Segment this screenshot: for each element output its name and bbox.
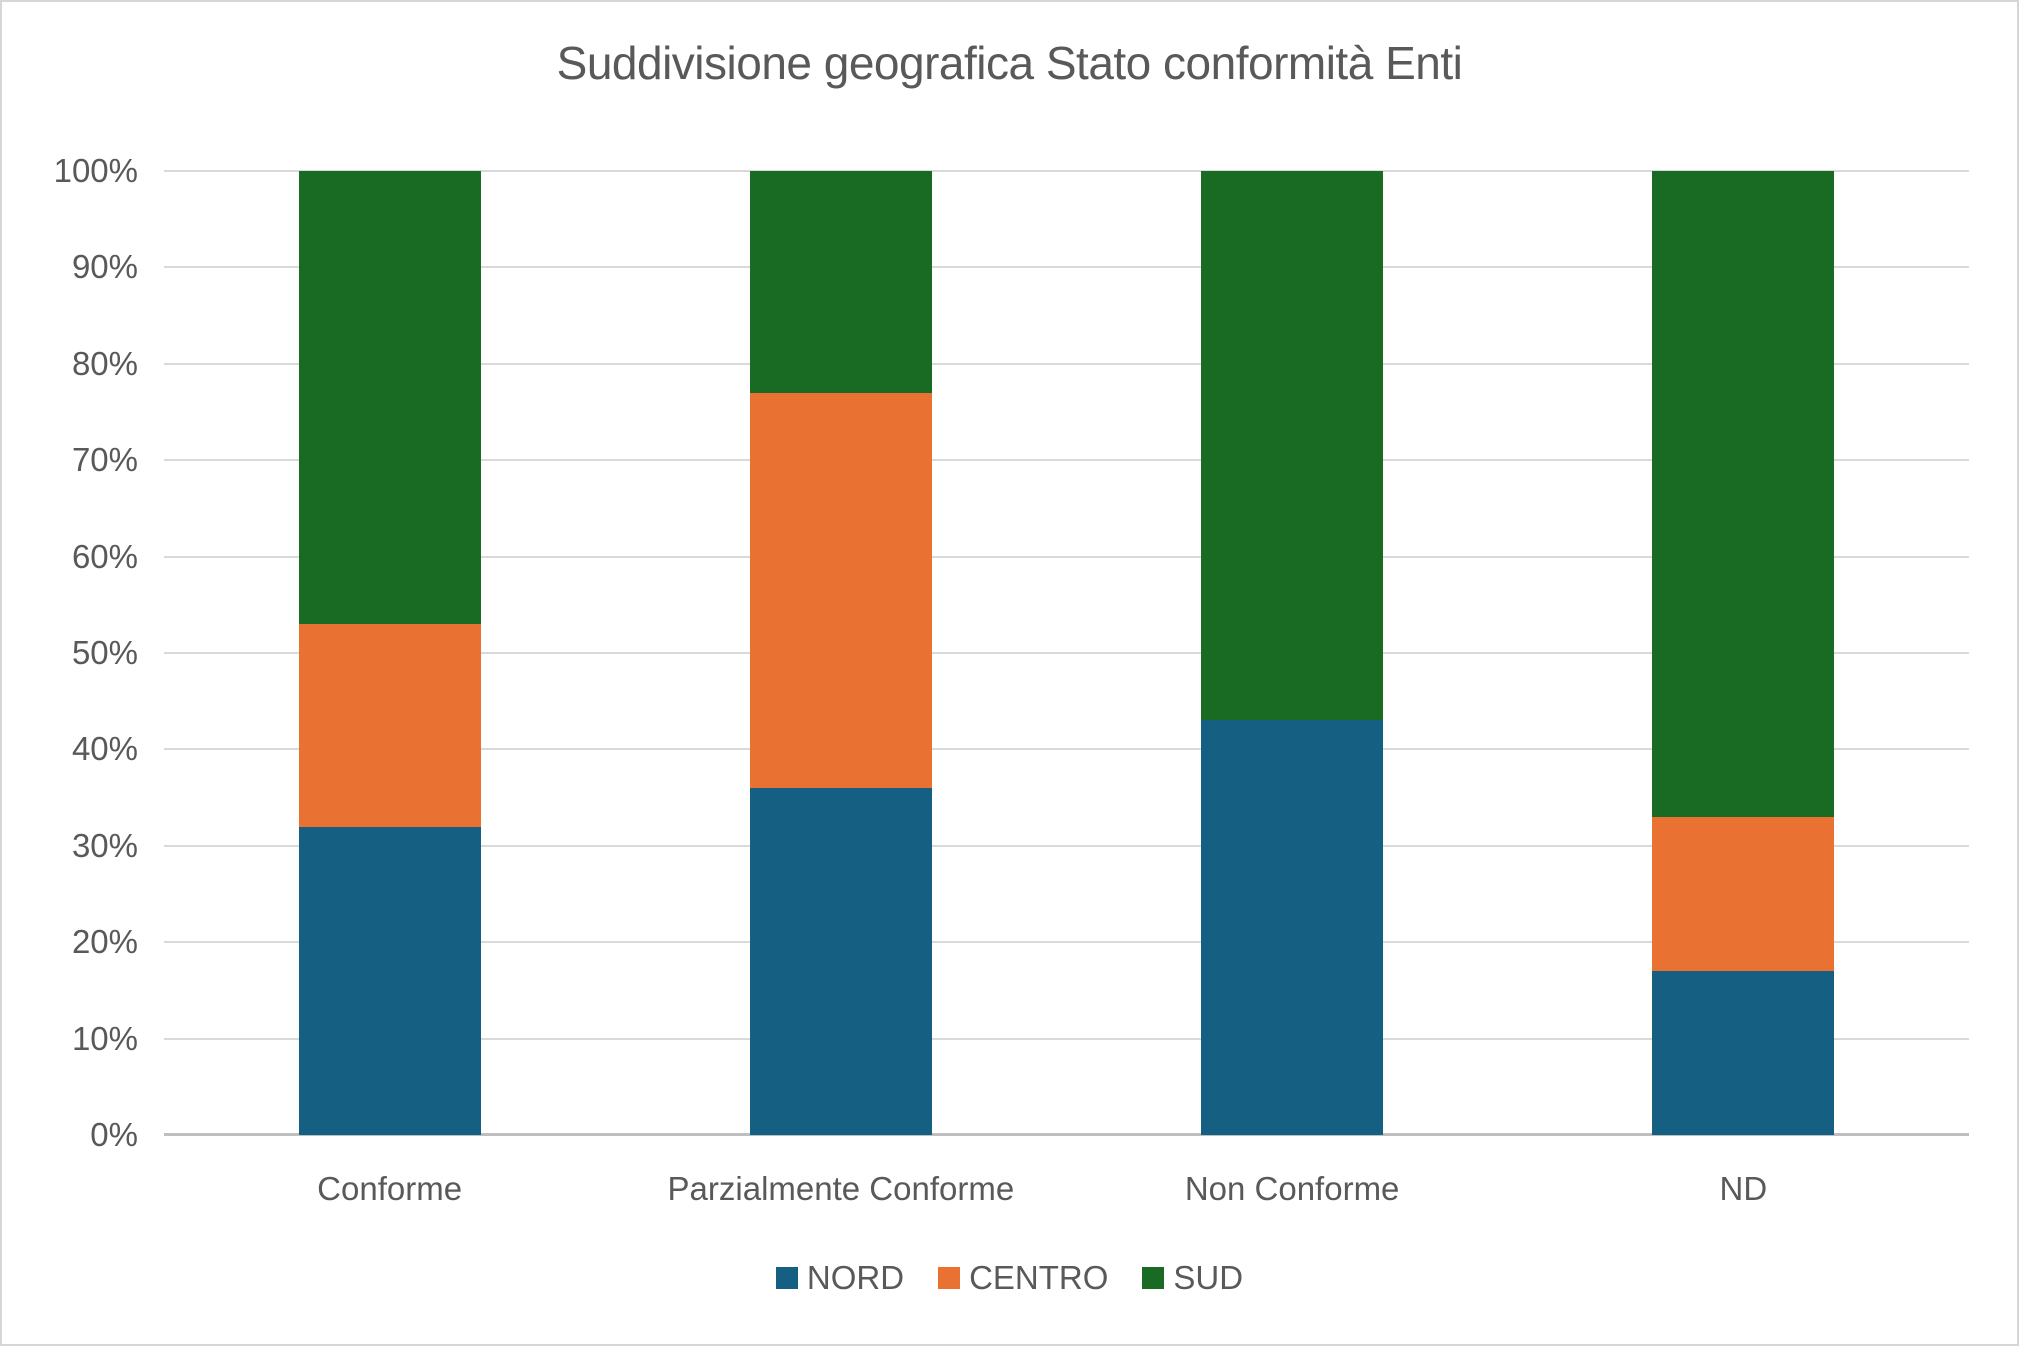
gridline-60% (164, 555, 1969, 558)
legend-swatch-icon (1142, 1267, 1165, 1289)
y-tick-label-100%: 100% (53, 152, 138, 189)
y-tick-label-10%: 10% (71, 1019, 138, 1057)
x-label-parzialmente-conforme: Parzialmente Conforme (667, 1170, 1015, 1207)
bar-nd (1652, 171, 1835, 1135)
legend-label: SUD (1173, 1259, 1244, 1296)
legend-swatch-icon (775, 1267, 798, 1289)
y-tick-label-40%: 40% (71, 730, 138, 768)
legend-item-centro: CENTRO (938, 1256, 1108, 1300)
bar-segment-nord-parzialmente-conforme (749, 787, 932, 1135)
gridline-10% (164, 1037, 1969, 1040)
y-tick-label-50%: 50% (71, 634, 138, 671)
y-tick-label-0%: 0% (90, 1116, 138, 1153)
y-tick-label-30%: 30% (71, 826, 138, 864)
gridline-40% (164, 748, 1969, 751)
bar-segment-centro-conforme (298, 624, 481, 827)
bar-conforme (298, 171, 481, 1135)
gridline-100% (164, 170, 1969, 172)
y-tick-label-70%: 70% (71, 441, 138, 479)
gridline-30% (164, 844, 1969, 847)
bar-segment-centro-nd (1652, 816, 1835, 972)
y-axis-tick-labels: 0% 10% 20% 30% 40% 50% 60% 70% 80% 90% 100% (2, 152, 138, 1153)
bar-segment-sud-nd (1652, 171, 1835, 817)
y-tick-label-80%: 80% (71, 344, 138, 382)
x-axis-line (164, 1133, 1969, 1136)
y-tick-label-90%: 90% (71, 248, 138, 286)
y-tick-label-20%: 20% (71, 923, 138, 961)
bar-segment-nord-non-conforme (1201, 720, 1384, 1135)
plot-area (164, 170, 1969, 1136)
gridline-80% (164, 362, 1969, 365)
gridline-20% (164, 941, 1969, 944)
legend-item-nord: NORD (775, 1256, 905, 1300)
y-tick-label-60%: 60% (71, 537, 138, 575)
legend-label: CENTRO (969, 1259, 1109, 1296)
x-label-nd: ND (1719, 1170, 1768, 1207)
bar-segment-nord-conforme (298, 826, 481, 1135)
bar-parzialmente-conforme (749, 171, 932, 1135)
legend-item-sud: SUD (1142, 1256, 1243, 1300)
bar-segment-sud-conforme (298, 171, 481, 625)
bar-non-conforme (1201, 171, 1384, 1135)
bar-segment-sud-non-conforme (1201, 171, 1384, 721)
gridline-50% (164, 652, 1969, 654)
x-label-non-conforme: Non Conforme (1184, 1170, 1400, 1207)
chart-legend: NORD CENTRO SUD (2, 1256, 2017, 1300)
gridline-70% (164, 459, 1969, 462)
legend-swatch-icon (938, 1267, 961, 1289)
legend-label: NORD (806, 1259, 905, 1296)
bar-segment-nord-nd (1652, 971, 1835, 1135)
bar-segment-sud-parzialmente-conforme (749, 171, 932, 393)
chart-title: Suddivisione geografica Stato conformità… (556, 37, 1463, 89)
gridline-90% (164, 266, 1969, 269)
bar-segment-centro-parzialmente-conforme (749, 392, 932, 788)
x-label-conforme: Conforme (317, 1170, 463, 1207)
x-axis-category-labels: Conforme Parzialmente Conforme Non Conform… (164, 1164, 1969, 1214)
